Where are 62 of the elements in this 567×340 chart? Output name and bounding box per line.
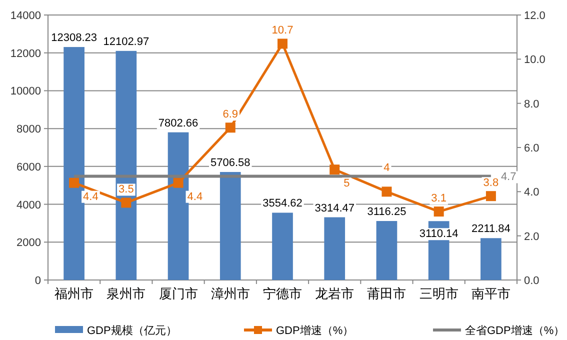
data-label: 4.4 — [82, 190, 100, 203]
bar — [324, 217, 346, 280]
y-tick-label: 0 — [34, 275, 41, 287]
data-label: 3.8 — [482, 177, 500, 190]
bar — [64, 47, 84, 280]
data-label: 12308.23 — [50, 32, 98, 44]
point — [486, 191, 496, 202]
y-tick-label: 6000 — [16, 161, 41, 174]
point — [330, 164, 340, 175]
x-tick-label: 宁德市 — [263, 286, 302, 301]
y2-tick-label: 4.0 — [524, 186, 540, 199]
x-tick-label: 三明市 — [419, 286, 458, 301]
bar — [272, 212, 293, 280]
point — [382, 186, 392, 197]
data-label: 3314.47 — [313, 202, 356, 214]
point — [278, 38, 288, 49]
bar — [168, 132, 189, 280]
data-label: 3554.62 — [261, 198, 304, 210]
x-tick-label: 泉州市 — [106, 286, 146, 301]
data-label: 10.7 — [270, 24, 295, 37]
y-tick-label: 8000 — [16, 124, 41, 136]
x-tick-label: 龙岩市 — [315, 286, 354, 301]
data-label: 3110.14 — [418, 228, 460, 240]
point — [121, 198, 132, 208]
y2-tick-label: 12.0 — [524, 10, 546, 22]
y2-tick-label: 8.0 — [524, 98, 540, 110]
data-label: 3.1 — [430, 192, 448, 205]
data-label: 3116.25 — [366, 206, 408, 218]
x-tick-label: 莆田市 — [367, 286, 406, 301]
y2-tick-label: 0.0 — [524, 275, 540, 287]
y-tick-label: 10000 — [10, 86, 41, 98]
data-label: 5 — [342, 178, 352, 190]
data-label: 5706.58 — [209, 156, 252, 169]
data-label: 12102.97 — [102, 36, 151, 48]
point — [173, 178, 184, 188]
point — [69, 178, 80, 188]
legend-label: 全省GDP增速（%） — [465, 324, 565, 337]
x-tick-label: 漳州市 — [210, 286, 250, 301]
y2-tick-label: 10.0 — [524, 54, 546, 66]
bar — [376, 221, 398, 280]
data-label: 7802.66 — [156, 117, 200, 130]
bar — [220, 172, 241, 280]
bar — [116, 50, 137, 280]
legend-label: GDP规模（亿元） — [87, 325, 177, 337]
point — [434, 206, 444, 217]
y-tick-label: 4000 — [16, 199, 41, 212]
legend-label: GDP增速（%） — [276, 324, 354, 337]
data-label: 3.5 — [117, 184, 136, 196]
y2-tick-label: 2.0 — [524, 230, 540, 243]
x-tick-label: 厦门市 — [158, 286, 198, 301]
x-tick-label: 南平市 — [471, 286, 510, 301]
data-label: 4.4 — [186, 190, 204, 203]
data-label: 4.7 — [499, 171, 518, 184]
bar — [480, 238, 502, 280]
y-tick-label: 2000 — [16, 237, 41, 250]
point — [225, 122, 236, 133]
y-tick-label: 14000 — [10, 10, 41, 22]
y-tick-label: 12000 — [10, 48, 41, 60]
x-tick-label: 福州市 — [54, 286, 94, 301]
data-label: 2211.84 — [470, 223, 512, 236]
data-label: 6.9 — [221, 108, 240, 121]
y2-tick-label: 6.0 — [524, 142, 540, 154]
